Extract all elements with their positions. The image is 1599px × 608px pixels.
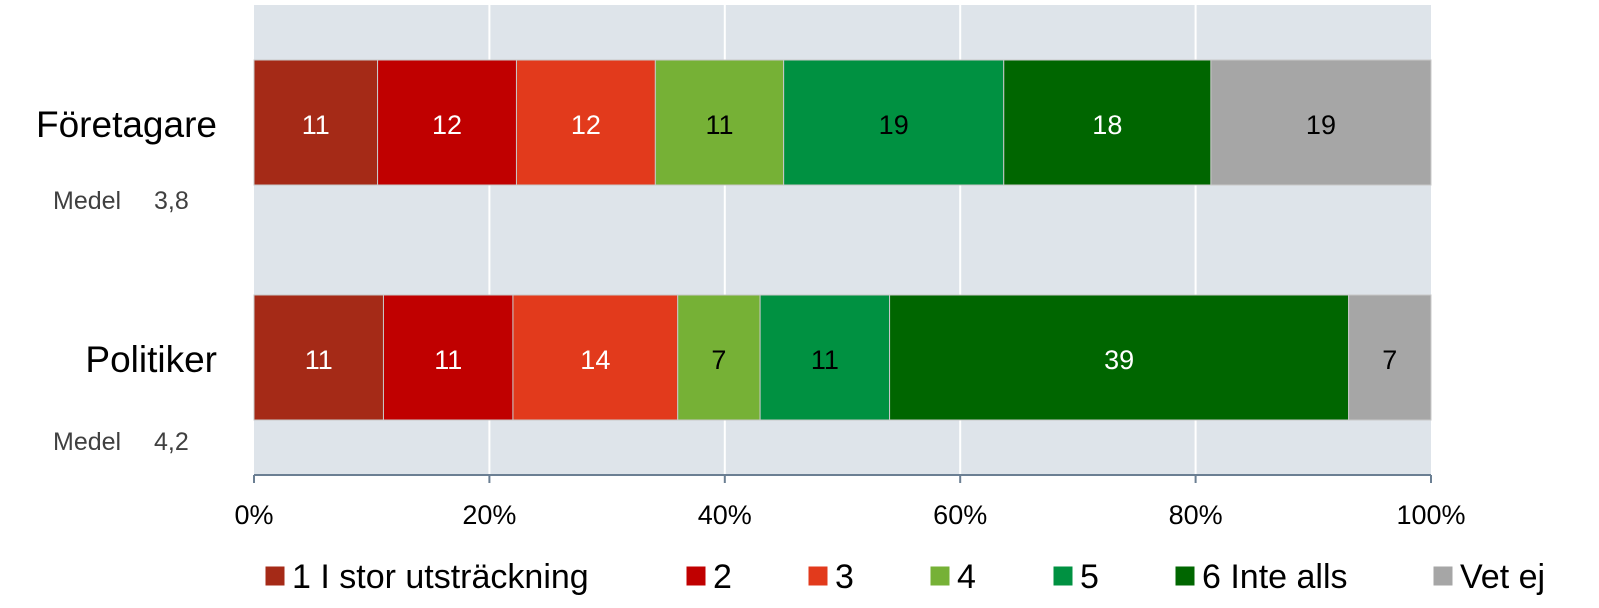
- data-label: 39: [1104, 345, 1134, 375]
- legend-swatch: [929, 565, 951, 587]
- legend-label: 2: [713, 558, 732, 596]
- data-label: 12: [432, 110, 462, 140]
- bar-segment: [382, 294, 514, 421]
- bar-segment: [677, 294, 761, 421]
- legend-label: 3: [835, 558, 854, 596]
- mean-label: Medel: [53, 187, 121, 215]
- category-labels: Företagare Medel 3,8 Politiker Medel 4,2: [36, 104, 217, 456]
- data-label: 7: [1382, 345, 1397, 375]
- legend-swatch: [685, 565, 707, 587]
- data-label: 19: [879, 110, 909, 140]
- data-label: 11: [705, 110, 733, 140]
- legend-swatch: [1052, 565, 1074, 587]
- data-label: 11: [302, 110, 330, 140]
- data-label: 12: [571, 110, 601, 140]
- bar-segment: [512, 294, 679, 421]
- legend-label: 1 I stor utsträckning: [292, 558, 589, 596]
- data-label: 11: [811, 345, 839, 375]
- legend-swatch: [264, 565, 286, 587]
- mean-value: 4,2: [154, 428, 189, 456]
- legend-label: Vet ej: [1460, 558, 1545, 596]
- bar-segment: [759, 294, 891, 421]
- x-tick-label: 60%: [933, 500, 987, 530]
- mean-label: Medel: [53, 428, 121, 456]
- bar-segment: [515, 59, 656, 186]
- mean-value: 3,8: [154, 187, 189, 215]
- bar-segment: [1003, 59, 1212, 186]
- legend: 1 I stor utsträckning 2 3 4 5 6 Inte alls Vet …: [264, 558, 1545, 596]
- x-tick-label: 80%: [1169, 500, 1223, 530]
- data-label: 7: [711, 345, 726, 375]
- legend-swatch: [807, 565, 829, 587]
- bar-segment: [1348, 294, 1432, 421]
- bar-segment: [253, 294, 384, 421]
- legend-label: 4: [957, 558, 976, 596]
- bars: [253, 59, 1432, 421]
- legend-label: 6 Inte alls: [1202, 558, 1348, 596]
- category-label: Företagare: [36, 104, 217, 145]
- bar-segment: [783, 59, 1005, 186]
- legend-label: 5: [1080, 558, 1099, 596]
- x-tick-label: 100%: [1396, 500, 1465, 530]
- data-label: 14: [580, 345, 610, 375]
- category-label: Politiker: [85, 339, 217, 380]
- bar-segment: [1210, 59, 1432, 186]
- data-label: 11: [305, 345, 333, 375]
- legend-swatch: [1174, 565, 1196, 587]
- x-tick-label: 0%: [234, 500, 273, 530]
- data-label: 19: [1306, 110, 1336, 140]
- bar-segment: [889, 294, 1350, 421]
- x-tick-label: 40%: [698, 500, 752, 530]
- data-label: 18: [1092, 110, 1122, 140]
- data-labels: 11 12 12 11 19 18 19 11 11 14 7 11 39 7: [302, 110, 1398, 375]
- bar-segment: [654, 59, 785, 186]
- x-tick-label: 20%: [462, 500, 516, 530]
- data-label: 11: [434, 345, 462, 375]
- bar-segment: [253, 59, 379, 186]
- x-axis-ticks: 0% 20% 40% 60% 80% 100%: [234, 475, 1466, 530]
- bar-segment: [377, 59, 517, 186]
- legend-swatch: [1432, 565, 1454, 587]
